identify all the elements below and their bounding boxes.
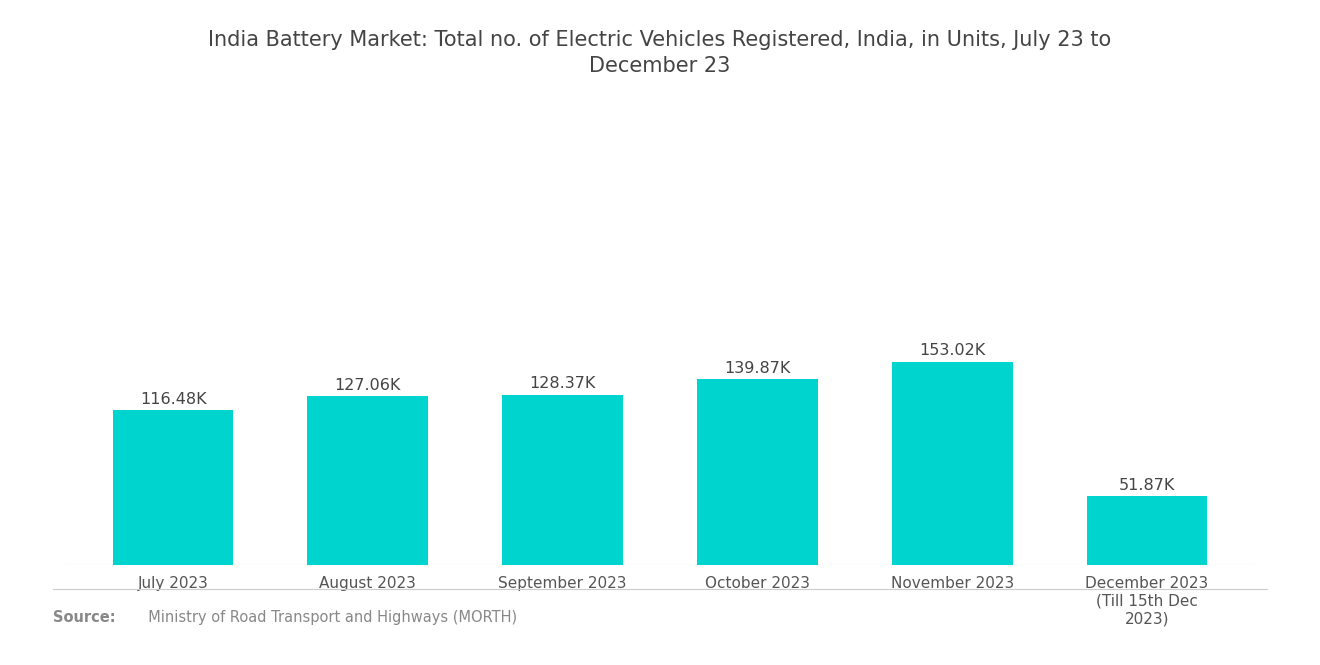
Text: Ministry of Road Transport and Highways (MORTH): Ministry of Road Transport and Highways … <box>139 610 516 625</box>
Text: 153.02K: 153.02K <box>919 343 985 358</box>
Bar <box>308 396 428 565</box>
Text: Source:: Source: <box>53 610 115 625</box>
Text: India Battery Market: Total no. of Electric Vehicles Registered, India, in Units: India Battery Market: Total no. of Elect… <box>209 30 1111 76</box>
Bar <box>892 362 1012 565</box>
Bar <box>112 410 234 565</box>
Text: 139.87K: 139.87K <box>725 361 791 376</box>
Text: 127.06K: 127.06K <box>335 378 401 393</box>
Bar <box>1086 496 1208 565</box>
Text: 51.87K: 51.87K <box>1118 478 1175 493</box>
Bar <box>697 379 818 565</box>
Text: 116.48K: 116.48K <box>140 392 206 407</box>
Text: 128.37K: 128.37K <box>529 376 595 391</box>
Bar <box>502 394 623 565</box>
